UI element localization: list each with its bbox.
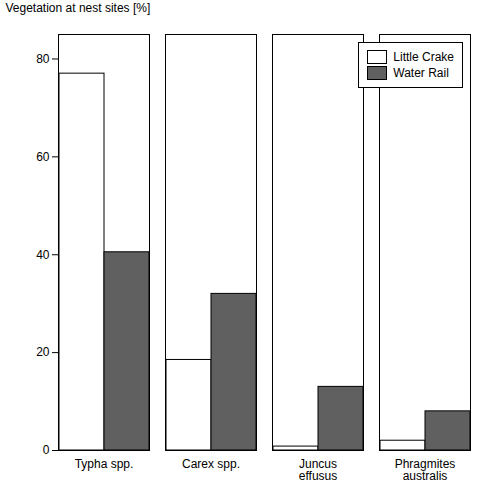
svg-text:Juncuseffusus: Juncuseffusus	[299, 457, 337, 483]
svg-text:Carex spp.: Carex spp.	[182, 457, 240, 471]
html-text:Water Rail: Water Rail	[393, 66, 449, 80]
svg-text:20: 20	[36, 345, 50, 359]
html-text:Little Crake: Little Crake	[393, 50, 454, 64]
svg-text:Vegetation at nest sites [%]: Vegetation at nest sites [%]	[6, 1, 151, 15]
svg-text:60: 60	[36, 150, 50, 164]
svg-text:Typha spp.: Typha spp.	[75, 457, 134, 471]
svg-text:80: 80	[36, 52, 50, 66]
svg-text:40: 40	[36, 248, 50, 262]
svg-text:0: 0	[43, 443, 50, 457]
svg-text:Phragmitesaustralis: Phragmitesaustralis	[395, 457, 456, 483]
